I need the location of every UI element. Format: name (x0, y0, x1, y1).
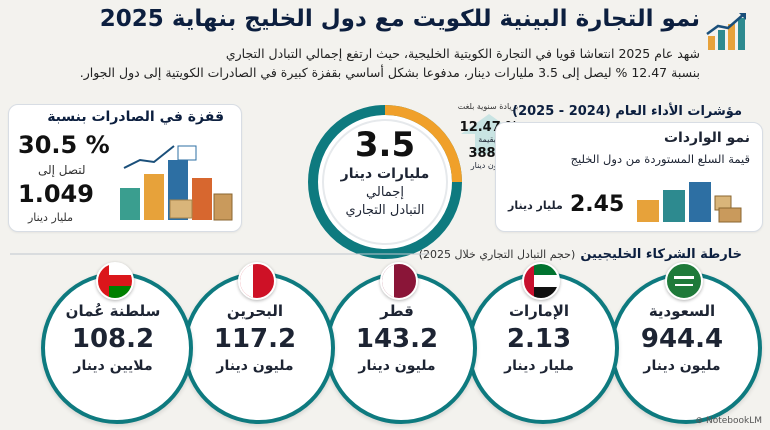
exports-percent: 30.5 % (18, 131, 110, 159)
indicators-heading: مؤشرات الأداء العام (2024 - 2025) (512, 104, 742, 119)
intro-line-2: بنسبة 12.47 % ليصل إلى 3.5 مليارات دينار… (79, 65, 700, 80)
partner-name-bahrain: البحرين (226, 302, 284, 320)
partner-name-uae: الإمارات (508, 302, 570, 320)
footer-brand-label: NotebookLM (705, 416, 762, 426)
total-unit: مليارات دينار (340, 166, 430, 182)
intro-line-1: شهد عام 2025 انتعاشا قويا في التجارة الك… (225, 46, 700, 61)
notebook-icon: ⊛ (695, 416, 704, 426)
saudi-flag-icon (665, 262, 703, 300)
partner-value-bahrain: 117.2 (213, 324, 297, 354)
growth-and: وبقيمة (478, 135, 500, 144)
oman-flag-icon (96, 262, 134, 300)
partner-unit-uae: مليار دينار (504, 358, 574, 374)
partner-value-qatar: 143.2 (355, 324, 439, 354)
partner-name-oman: سلطنة عُمان (65, 302, 161, 320)
exports-bars-illustration (120, 145, 233, 221)
partner-unit-saudi: مليون دينار (643, 358, 721, 374)
growth-unit: مليون دينار (470, 161, 508, 170)
total-label-2: التبادل التجاري (345, 203, 425, 218)
intro-text: شهد عام 2025 انتعاشا قويا في التجارة الك… (60, 44, 700, 82)
total-value: 3.5 (354, 125, 416, 165)
footer-brand: ⊛ NotebookLM (696, 416, 762, 426)
bahrain-flag-icon (238, 262, 276, 300)
partner-name-saudi: السعودية (648, 302, 716, 320)
imports-illustration (637, 182, 742, 223)
exports-value: 1.049 (18, 180, 94, 208)
partner-value-saudi: 944.4 (640, 324, 724, 354)
uae-flag-icon (522, 262, 560, 300)
partner-unit-bahrain: مليون دينار (216, 358, 294, 374)
partners-heading: خارطة الشركاء الخليجيين (580, 247, 742, 262)
exports-heading: قفزة في الصادرات بنسبة (47, 109, 224, 125)
page-title: نمو التجارة البينية للكويت مع دول الخليج… (99, 6, 700, 32)
total-ring (308, 105, 462, 259)
partners-subheading: (حجم التبادل التجاري خلال 2025) (418, 248, 576, 261)
exports-reach: لتصل إلى (38, 163, 86, 177)
qatar-flag-icon (380, 262, 418, 300)
partner-name-qatar: قطر (380, 302, 414, 320)
exports-unit: مليار دينار (28, 211, 73, 224)
imports-desc: قيمة السلع المستوردة من دول الخليج (570, 152, 750, 166)
partner-value-uae: 2.13 (506, 324, 572, 354)
imports-card (495, 122, 763, 232)
imports-value: 2.45 (570, 192, 625, 217)
imports-unit: مليار دينار (508, 199, 563, 212)
partners-heading-row: خارطة الشركاء الخليجيين (حجم التبادل الت… (419, 243, 742, 262)
divider-line (10, 253, 430, 255)
partner-unit-oman: ملايين دينار (73, 358, 153, 374)
partner-value-oman: 108.2 (71, 324, 155, 354)
growth-chart-icon (706, 13, 746, 50)
imports-title: نمو الواردات (663, 130, 750, 146)
growth-label: بزيادة سنوية بلغت (457, 102, 519, 111)
total-label-1: إجمالي (366, 185, 404, 200)
partner-unit-qatar: مليون دينار (358, 358, 436, 374)
